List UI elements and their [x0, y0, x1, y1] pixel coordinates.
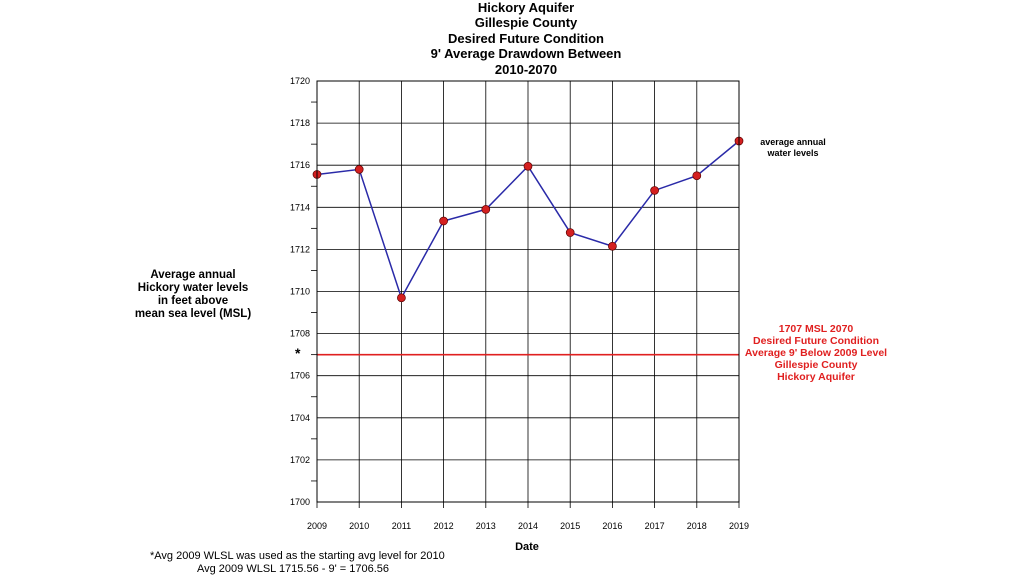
y-tick-label: 1714 [290, 202, 310, 212]
reference-label-line: Desired Future Condition [753, 335, 879, 347]
reference-asterisk: * [295, 345, 301, 361]
reference-label-line: Average 9' Below 2009 Level [744, 347, 888, 359]
series-group [312, 136, 744, 303]
y-axis-label: Average annual Hickory water levels in f… [118, 269, 268, 321]
series-label-line: water levels [767, 147, 819, 158]
x-tick-label: 2015 [560, 521, 580, 531]
x-tick-label: 2017 [645, 521, 665, 531]
axes: 1700 1702 1704 1706 1708 1710 1712 1714 1716 1718… [290, 76, 749, 531]
x-axis-label: Date [515, 541, 539, 553]
y-tick-label: 1708 [290, 329, 310, 339]
y-tick-label: 1702 [290, 455, 310, 465]
data-point [650, 186, 659, 195]
data-point [439, 216, 448, 226]
y-tick-label: 1712 [290, 244, 310, 254]
chart-title: Hickory Aquifer Gillespie County Desired… [326, 0, 726, 77]
y-axis-label-line: mean sea level (MSL) [134, 308, 252, 320]
footnote: *Avg 2009 WLSL was used as the starting … [150, 550, 445, 575]
title-line: Hickory Aquifer [477, 0, 575, 15]
y-tick-label: 1720 [290, 76, 310, 86]
data-point [608, 241, 617, 251]
reference-label-line: 1707 MSL 2070 [778, 323, 854, 335]
y-axis-label-line: Average annual [150, 269, 236, 281]
title-line: 9' Average Drawdown Between [430, 46, 622, 62]
data-point [481, 205, 491, 214]
x-tick-label: 2010 [349, 521, 369, 531]
plot-frame [316, 80, 740, 503]
reference-line-label: 1707 MSL 2070 Desired Future Condition A… [738, 323, 894, 383]
data-point [354, 165, 364, 174]
y-axis-label-line: in feet above [157, 295, 229, 307]
x-tick-label: 2009 [307, 521, 327, 531]
y-axis-label-line: Hickory water levels [137, 282, 249, 294]
reference-label-line: Hickory Aquifer [777, 371, 855, 383]
series-label-line: average annual [760, 137, 826, 147]
y-tick-label: 1716 [290, 160, 310, 170]
data-point [397, 293, 406, 303]
grid [316, 80, 740, 503]
y-tick-label: 1718 [290, 118, 310, 128]
x-tick-label: 2016 [602, 521, 622, 531]
series-label: average annual water levels [745, 137, 841, 158]
y-tick-label: 1704 [290, 413, 310, 423]
title-line: 2010-2070 [494, 61, 558, 77]
y-tick-label: 1710 [290, 287, 310, 297]
x-tick-label: 2014 [518, 521, 538, 531]
x-tick-label: 2013 [476, 521, 496, 531]
y-tick-label: 1700 [290, 497, 310, 507]
y-tick-label: 1706 [290, 371, 310, 381]
data-point [692, 171, 702, 181]
footnote-line: *Avg 2009 WLSL was used as the starting … [150, 550, 445, 562]
x-tick-label: 2018 [687, 521, 707, 531]
footnote-line: Avg 2009 WLSL 1715.56 - 9' = 1706.56 [197, 562, 389, 575]
title-line: Desired Future Condition [448, 30, 604, 46]
x-tick-label: 2012 [434, 521, 454, 531]
x-tick-label: 2011 [392, 521, 411, 531]
x-tick-label: 2019 [729, 521, 749, 531]
data-point [565, 228, 575, 237]
data-point [523, 161, 533, 171]
title-line: Gillespie County [474, 15, 578, 31]
reference-label-line: Gillespie County [774, 359, 858, 371]
